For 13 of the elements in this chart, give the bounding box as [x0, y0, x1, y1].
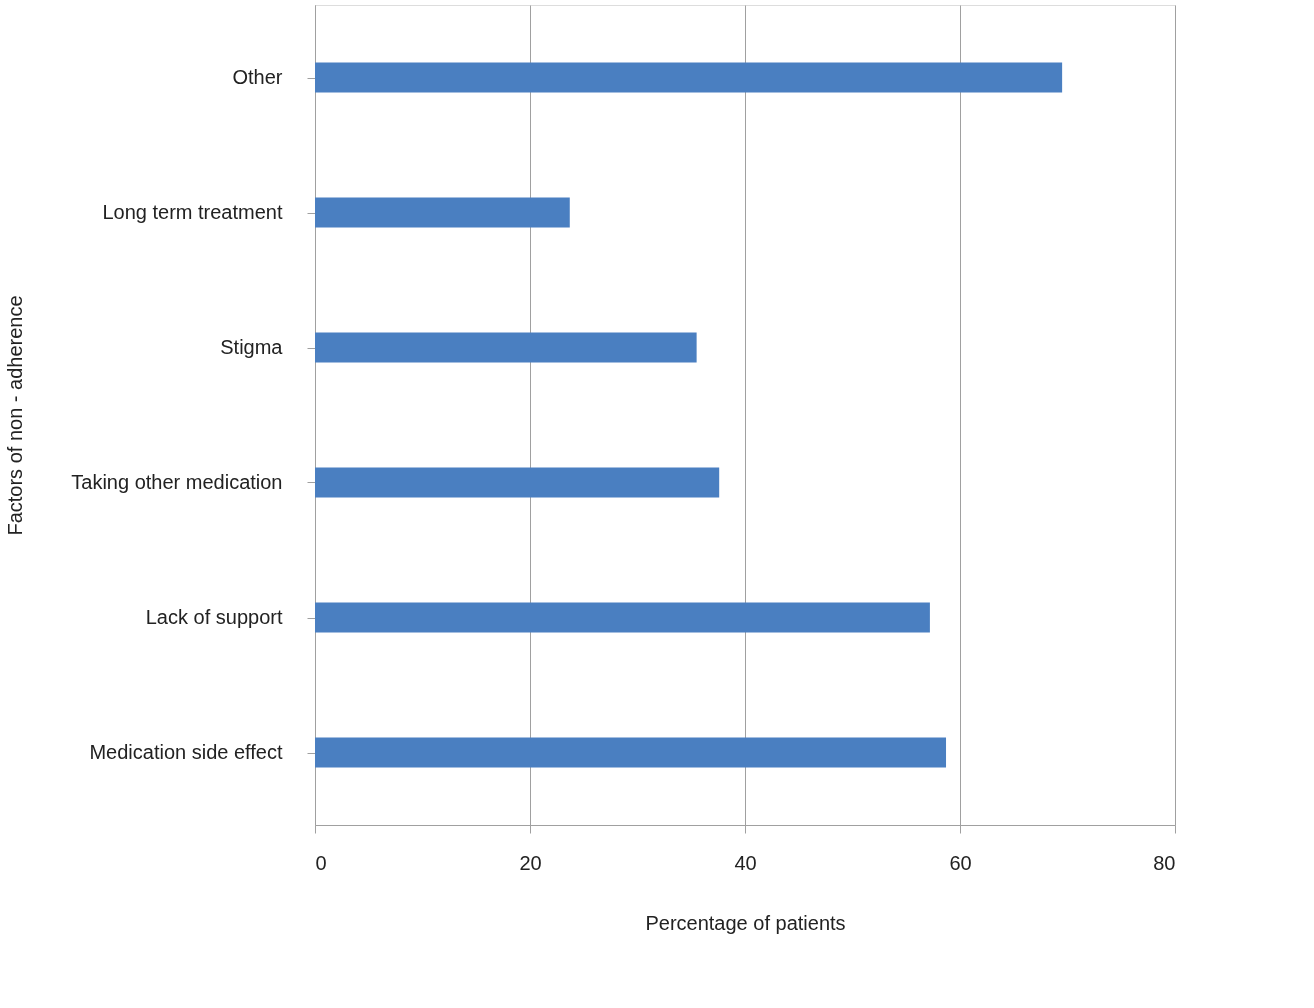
x-tick-label: 20	[519, 851, 542, 874]
y-tick-label: Stigma	[220, 336, 284, 358]
x-tick-label: 60	[949, 851, 972, 874]
y-tick-label: Long term treatment	[102, 201, 283, 223]
y-tick-label: Other	[232, 66, 283, 88]
y-tick-label: Lack of support	[145, 606, 283, 628]
x-tick-label: 0	[315, 851, 327, 874]
x-tick-label: 40	[734, 851, 757, 874]
y-axis-title: Factors of non - adherence	[3, 295, 26, 536]
x-axis-title: Percentage of patients	[645, 911, 846, 934]
y-tick-label: Medication side effect	[89, 741, 283, 763]
x-tick-label: 80	[1153, 851, 1176, 874]
y-tick-label: Taking other medication	[71, 471, 283, 493]
